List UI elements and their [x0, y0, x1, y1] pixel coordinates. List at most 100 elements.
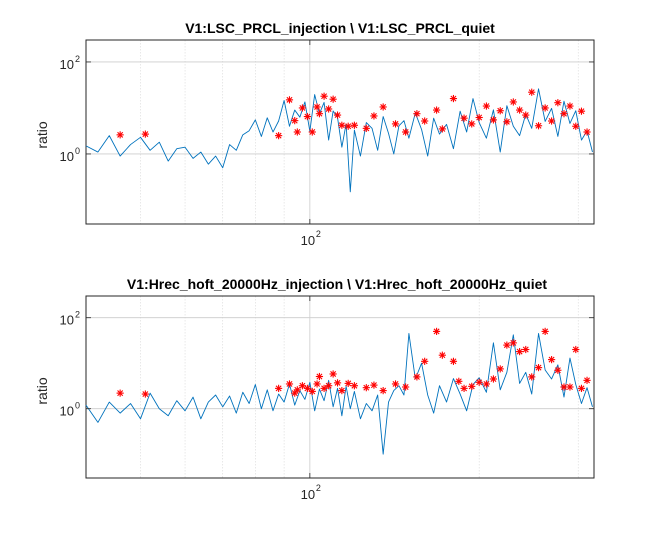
peak-marker [509, 98, 517, 106]
peak-marker [379, 103, 387, 111]
peak-marker [402, 383, 410, 391]
peak-marker [509, 339, 517, 347]
axes: 10 010 210 2 [60, 40, 594, 248]
plot-data [85, 88, 593, 193]
peak-marker [338, 387, 346, 395]
peak-marker [475, 378, 483, 386]
peak-marker [489, 116, 498, 124]
peak-marker [313, 380, 321, 388]
peak-marker [285, 380, 294, 388]
peak-marker [391, 120, 400, 128]
peak-marker [329, 95, 337, 103]
y-axis-label: ratio [34, 121, 50, 148]
grid [86, 40, 594, 224]
peak-marker [291, 117, 299, 125]
x-tick-label: 10 [301, 487, 315, 502]
peak-marker [325, 105, 333, 113]
plot-data [85, 327, 593, 455]
x-tick-label: 2 [316, 229, 321, 239]
peak-marker [496, 107, 504, 115]
peak-marker [534, 364, 543, 372]
peak-marker [315, 110, 324, 118]
peak-marker [344, 379, 352, 387]
y-tick-label: 2 [75, 54, 80, 64]
chart-title: V1:Hrec_hoft_20000Hz_injection \ V1:Hrec… [127, 276, 547, 292]
peak-marker [370, 112, 378, 120]
peak-marker [560, 383, 568, 391]
peak-marker [303, 112, 311, 121]
peak-marker [313, 103, 321, 111]
peak-marker [528, 373, 536, 381]
peak-marker [460, 114, 468, 122]
peak-marker [275, 384, 283, 392]
peak-marker [460, 384, 468, 392]
peak-marker [541, 104, 549, 112]
peak-marker [116, 389, 124, 397]
peak-marker [116, 131, 124, 139]
peak-marker [455, 377, 463, 385]
peak-marker [315, 372, 324, 381]
peak-marker [329, 370, 337, 378]
peak-marker [344, 122, 352, 130]
peak-marker [528, 88, 536, 96]
peak-marker [534, 122, 543, 130]
chart-panel-top: V1:LSC_PRCL_injection \ V1:LSC_PRCL_quie… [34, 20, 595, 248]
peak-marker [413, 110, 421, 118]
peak-marker [449, 94, 458, 103]
peak-marker [522, 345, 530, 354]
peak-marker [333, 111, 342, 119]
peak-marker [402, 128, 410, 136]
peak-marker [522, 111, 530, 119]
peak-marker [547, 117, 556, 125]
peak-marker [566, 102, 574, 110]
peak-marker [141, 390, 149, 398]
y-tick-label: 10 [60, 57, 74, 72]
peak-marker [438, 351, 446, 359]
peak-marker [468, 382, 476, 390]
y-axis-label: ratio [34, 377, 50, 404]
peak-marker [320, 92, 328, 100]
peak-marker [308, 387, 316, 396]
peak-marker [275, 132, 283, 140]
peak-marker [432, 327, 441, 336]
peak-marker [379, 387, 387, 395]
peak-marker [496, 365, 504, 373]
peak-marker [572, 122, 580, 130]
x-tick-label: 10 [301, 233, 315, 248]
peak-marker [298, 382, 307, 390]
peak-marker [308, 128, 316, 136]
peak-marker [503, 341, 511, 349]
peak-marker [362, 124, 370, 132]
y-tick-label: 0 [75, 401, 80, 411]
peak-marker [583, 376, 591, 384]
plot-area [85, 39, 595, 225]
peak-marker [547, 356, 556, 364]
axes: 10 010 210 2 [60, 296, 594, 502]
peak-marker [421, 117, 429, 125]
peak-marker [303, 384, 311, 392]
peak-marker [333, 379, 342, 387]
peak-marker [516, 347, 524, 356]
peak-marker [583, 128, 591, 136]
chart-panel-bottom: V1:Hrec_hoft_20000Hz_injection \ V1:Hrec… [34, 276, 595, 502]
series-line [85, 88, 593, 193]
peak-marker [566, 383, 574, 391]
y-tick-label: 2 [75, 310, 80, 320]
marker-series [116, 88, 591, 140]
peak-marker [293, 386, 301, 394]
peak-marker [541, 327, 549, 336]
peak-marker [325, 382, 333, 390]
peak-marker [421, 357, 429, 365]
peak-marker [350, 121, 358, 129]
plot-area [85, 295, 595, 479]
peak-marker [489, 375, 498, 383]
peak-marker [350, 382, 358, 390]
peak-marker [468, 120, 476, 128]
peak-marker [298, 104, 307, 112]
peak-marker [554, 366, 562, 374]
marker-series [116, 327, 591, 398]
peak-marker [449, 357, 458, 365]
peak-marker [438, 125, 446, 133]
grid [86, 296, 594, 478]
